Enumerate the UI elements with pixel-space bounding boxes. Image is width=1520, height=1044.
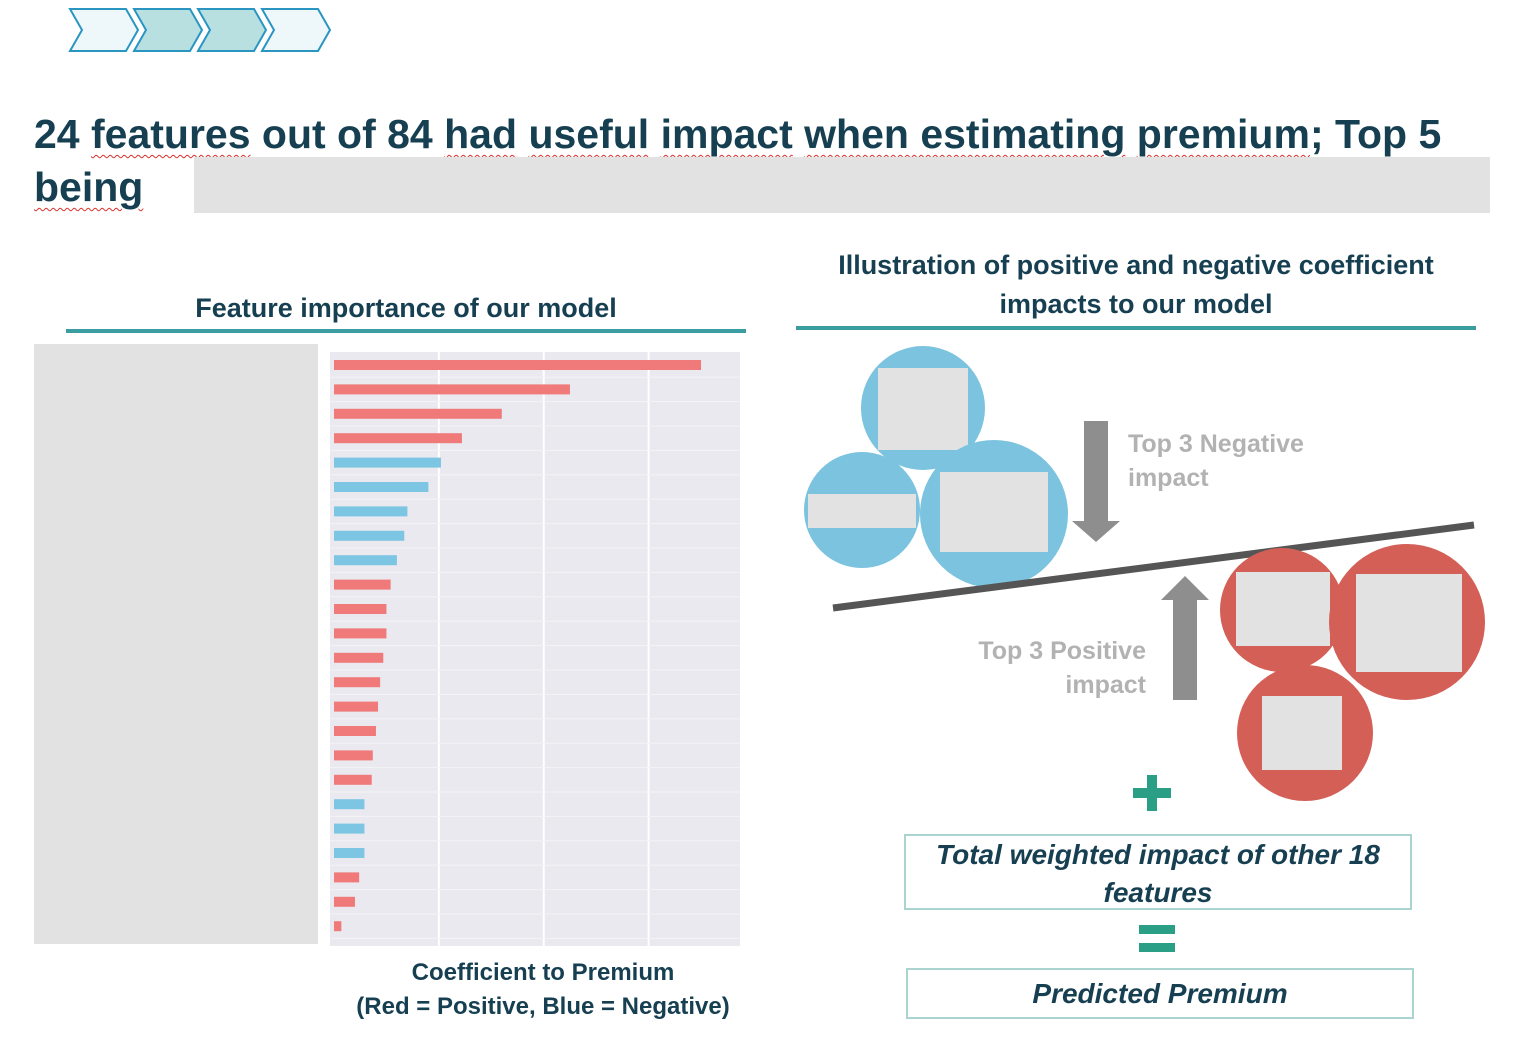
bar-positive (334, 628, 387, 639)
bar-positive (334, 579, 391, 590)
spellcheck-word: had (444, 111, 518, 157)
negative-impact-label-1: Top 3 Negative (1128, 430, 1304, 458)
bar-negative (334, 555, 397, 566)
redacted-positive-feature-1 (1236, 572, 1330, 646)
coefficient-illustration (804, 346, 1485, 801)
arrow-down-icon (1072, 421, 1120, 542)
bar-negative (334, 848, 365, 858)
progress-chevrons (68, 8, 332, 52)
bar-negative (334, 457, 441, 468)
x-axis-label: Coefficient to Premium (411, 959, 675, 986)
feature-importance-chart (330, 352, 740, 946)
bar-positive (334, 701, 379, 712)
redacted-positive-feature-3 (1262, 696, 1342, 770)
bar-positive (334, 750, 373, 761)
negative-impact-label-2: impact (1128, 464, 1209, 492)
positive-impact-label-1: Top 3 Positive (978, 637, 1146, 665)
chevron-step-2 (132, 8, 204, 52)
other-features-box: Total weighted impact of other 18 featur… (904, 834, 1412, 910)
illustration-title-line-2: impacts to our model (999, 289, 1273, 319)
redacted-negative-feature-1 (878, 368, 968, 450)
equals-icon (1139, 925, 1175, 952)
color-legend-note: (Red = Positive, Blue = Negative) (356, 993, 730, 1020)
spellcheck-word: useful (528, 111, 650, 157)
bar-positive (334, 433, 462, 444)
bar-negative (334, 482, 429, 492)
predicted-premium-box: Predicted Premium (906, 968, 1414, 1019)
bar-positive (334, 677, 381, 688)
headline-text (793, 111, 804, 157)
headline-text (649, 111, 660, 157)
bar-positive (334, 408, 502, 419)
plus-icon (1133, 775, 1171, 811)
redacted-positive-feature-2 (1356, 574, 1462, 672)
bar-negative (334, 799, 365, 810)
bar-positive (334, 896, 355, 907)
chevron-step-1 (68, 8, 140, 52)
chart-plot-background (330, 352, 740, 946)
headline-text (1125, 111, 1136, 157)
headline-text: out of 84 (250, 111, 445, 157)
bar-positive (334, 921, 342, 932)
arrow-up-icon (1161, 576, 1209, 700)
bar-positive (334, 652, 384, 663)
bar-positive (334, 360, 702, 370)
bar-negative (334, 823, 365, 834)
bar-negative (334, 506, 408, 517)
redacted-negative-feature-3 (940, 472, 1048, 552)
illustration-title-line-1: Illustration of positive and negative co… (838, 250, 1434, 280)
redacted-headline-block (194, 157, 1490, 213)
redacted-feature-labels (34, 344, 318, 944)
right-title-rule (796, 326, 1476, 330)
bar-negative (334, 530, 405, 541)
chevron-step-3 (196, 8, 268, 52)
bar-positive (334, 774, 372, 785)
headline-text: ; Top 5 (1309, 111, 1442, 157)
left-title-rule (66, 329, 746, 333)
redacted-negative-feature-2 (808, 494, 916, 528)
spellcheck-word: premium (1136, 111, 1310, 157)
chevron-step-4 (260, 8, 332, 52)
bar-positive (334, 872, 360, 883)
bar-positive (334, 384, 570, 395)
spellcheck-word: impact (660, 111, 793, 157)
bar-positive (334, 604, 387, 614)
slide-headline: 24 features out of 84 had useful impact … (34, 108, 1514, 214)
spellcheck-word: when estimating (804, 111, 1126, 157)
spellcheck-word: being (34, 164, 144, 210)
headline-text (517, 111, 528, 157)
balance-line (832, 521, 1475, 612)
bar-positive (334, 726, 376, 736)
positive-impact-label-2: impact (1065, 671, 1146, 699)
spellcheck-word: features (91, 111, 251, 157)
headline-text: 24 (34, 111, 91, 157)
feature-importance-title: Feature importance of our model (195, 293, 617, 323)
